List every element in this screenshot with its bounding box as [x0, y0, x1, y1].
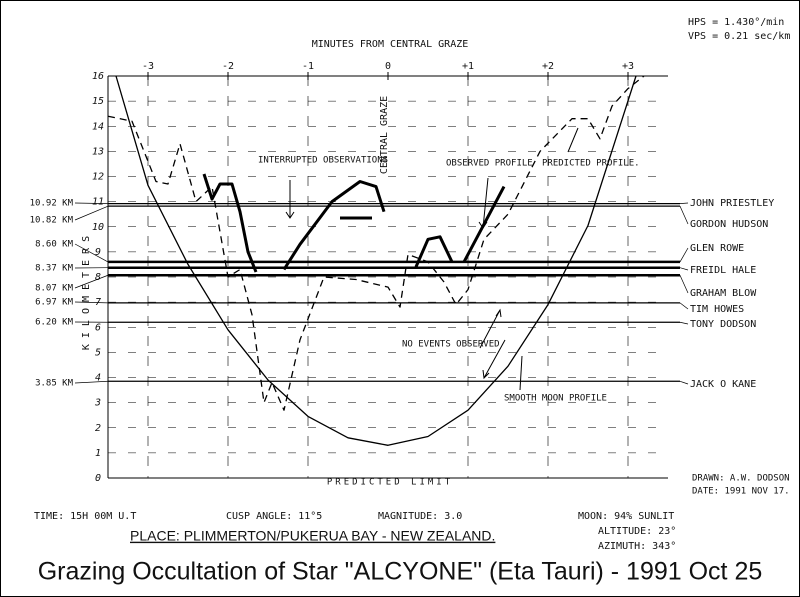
y-tick-label: 5 [95, 347, 101, 358]
arrow [285, 180, 295, 219]
x-axis-title: MINUTES FROM CENTRAL GRAZE [312, 39, 469, 50]
leader [679, 206, 689, 225]
profile-line [115, 75, 637, 446]
km-label: 3.85 KM [35, 379, 74, 389]
observer-name: TIM HOWES [690, 304, 744, 315]
drawn: DRAWN: A.W. DODSON [692, 474, 790, 484]
profile-line [202, 173, 506, 273]
x-tick-label: +1 [462, 61, 474, 72]
arrow [479, 308, 506, 380]
leader [74, 205, 109, 221]
km-label: 8.07 KM [35, 284, 74, 294]
x-tick-label: -2 [222, 61, 234, 72]
central-graze: CENTRAL GRAZE [379, 96, 390, 174]
y-tick-label: 12 [92, 172, 104, 183]
cusp: CUSP ANGLE: 11°5 [226, 511, 322, 522]
leader [679, 380, 689, 385]
y-tick-label: 3 [94, 398, 101, 409]
km-label: 10.92 KM [30, 199, 74, 209]
km-label: 6.20 KM [35, 318, 74, 328]
annotation: OBSERVED PROFILE [446, 159, 533, 169]
date: DATE: 1991 NOV 17. [692, 487, 790, 497]
observer-name: GORDON HUDSON [690, 219, 768, 230]
km-label: 6.97 KM [35, 298, 74, 308]
observer-name: JOHN PRIESTLEY [690, 198, 774, 209]
y-tick-label: 16 [92, 71, 104, 82]
km-label: 8.37 KM [35, 264, 74, 274]
y-tick-label: 14 [92, 121, 104, 132]
altitude: ALTITUDE: 23° [598, 526, 676, 537]
annotation: PREDICTED PROFILE. [542, 159, 640, 169]
km-label: 8.60 KM [35, 240, 74, 250]
leader [74, 274, 109, 289]
y-tick-label: 8 [95, 272, 101, 283]
annotation: SMOOTH MOON PROFILE [504, 394, 607, 404]
y-tick-label: 10 [92, 222, 104, 233]
y-tick-label: 15 [92, 96, 104, 107]
x-tick-label: -3 [142, 61, 154, 72]
moon: MOON: 94% SUNLIT [578, 511, 674, 522]
hps: HPS = 1.430°/min [688, 17, 784, 28]
y-tick-label: 13 [92, 146, 104, 157]
chart-title: Grazing Occultation of Star "ALCYONE" (E… [38, 558, 763, 586]
annotation: INTERRUPTED OBSERVATIONS [258, 156, 388, 166]
y-tick-label: 2 [95, 423, 101, 434]
observer-name: TONY DODSON [690, 319, 756, 330]
leader [679, 275, 689, 294]
y-tick-label: 9 [95, 247, 101, 258]
leader [74, 380, 109, 384]
vps: VPS = 0.21 sec/km [688, 31, 790, 42]
x-tick-label: 0 [385, 61, 391, 72]
leader [679, 302, 689, 310]
observer-name: GLEN ROWE [690, 243, 744, 254]
leader [679, 321, 689, 325]
y-axis-title: KILOMETERS [81, 230, 92, 350]
leader [679, 247, 689, 263]
annotation: NO EVENTS OBSERVED [402, 340, 500, 350]
km-label: 10.82 KM [30, 216, 74, 226]
azimuth: AZIMUTH: 343° [598, 541, 676, 552]
observer-name: GRAHAM BLOW [690, 288, 757, 299]
x-tick-label: +3 [622, 61, 634, 72]
observer-name: FREIDL HALE [690, 265, 756, 276]
leader [679, 267, 689, 271]
leader [74, 202, 109, 204]
magnitude: MAGNITUDE: 3.0 [378, 511, 462, 522]
y-tick-label: 11 [92, 197, 104, 208]
predicted-limit: PREDICTED LIMIT [327, 478, 453, 488]
y-tick-label: 1 [95, 448, 101, 459]
arrow [519, 355, 523, 391]
x-tick-label: -1 [302, 61, 314, 72]
leader [74, 301, 109, 304]
y-tick-label: 0 [95, 473, 101, 484]
leader [679, 202, 689, 204]
place: PLACE: PLIMMERTON/PUKERUA BAY - NEW ZEAL… [130, 528, 495, 544]
y-tick-label: 4 [95, 373, 101, 384]
profile-line [107, 75, 645, 411]
time: TIME: 15H 00M U.T [34, 511, 136, 522]
observer-name: JACK O KANE [690, 379, 756, 390]
arrow [567, 127, 579, 153]
x-tick-label: +2 [542, 61, 554, 72]
y-tick-label: 6 [95, 322, 101, 333]
leader [74, 243, 109, 263]
